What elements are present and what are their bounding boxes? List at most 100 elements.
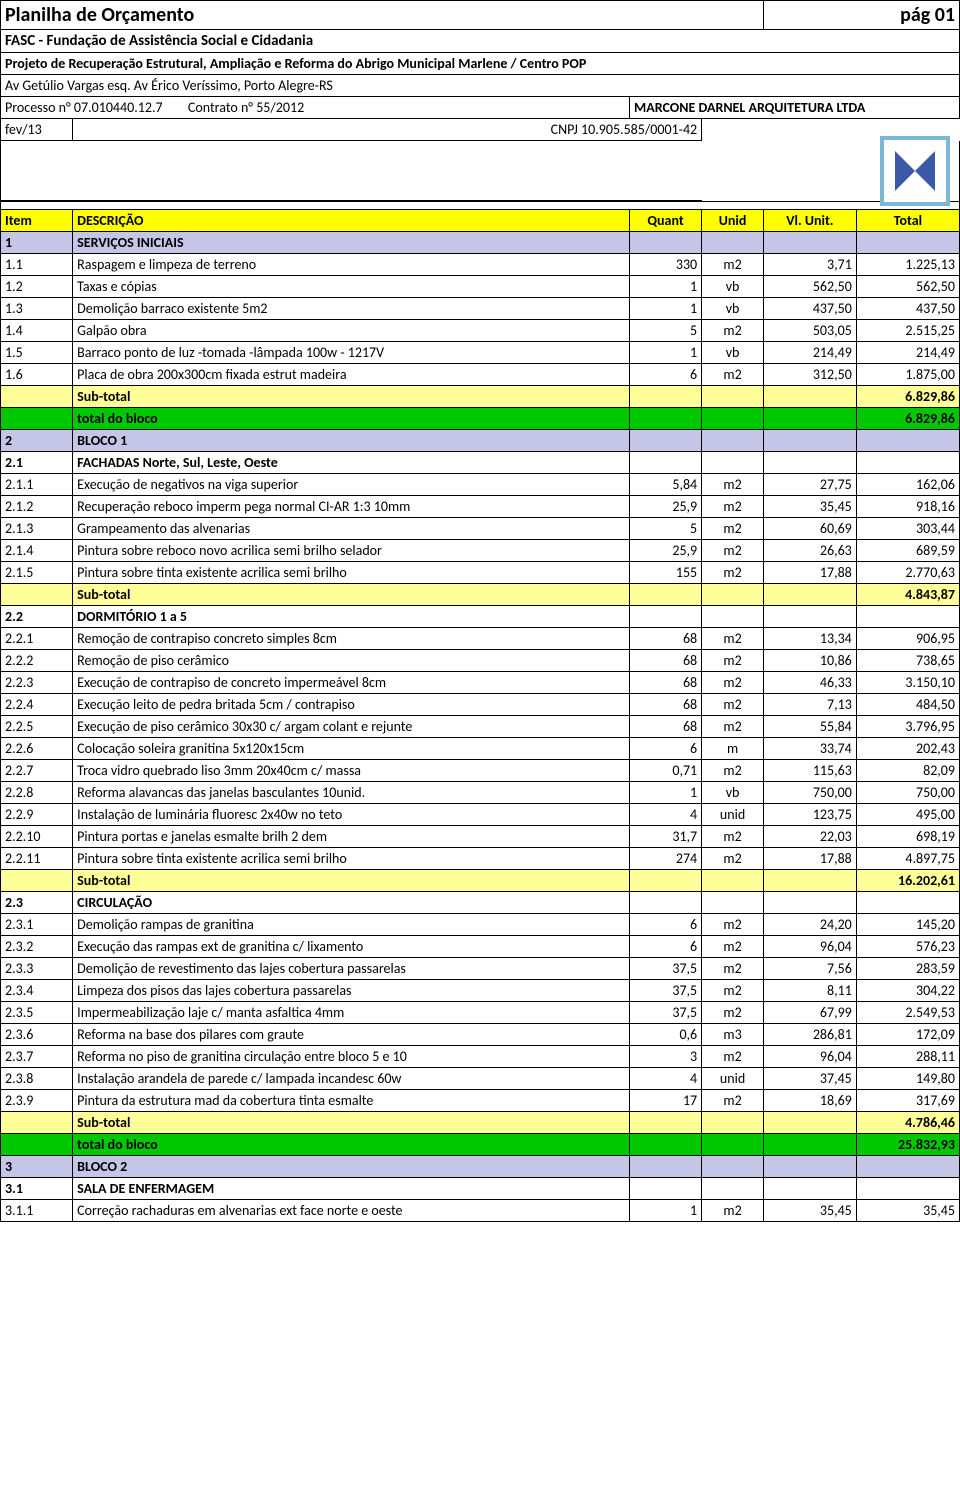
cell-item: 2.3.7 [1, 1046, 73, 1068]
cell-quant: 5,84 [629, 474, 701, 496]
cell-unid: m2 [702, 716, 764, 738]
total-bloco-label: total do bloco [73, 408, 630, 430]
cell-quant: 5 [629, 518, 701, 540]
cell-total: 1.225,13 [856, 254, 959, 276]
cell-item: 2.1.2 [1, 496, 73, 518]
table-row: 2.2.3Execução de contrapiso de concreto … [1, 672, 960, 694]
cell-desc: Reforma no piso de granitina circulação … [73, 1046, 630, 1068]
cell-total: 576,23 [856, 936, 959, 958]
cell-item: 2.2.11 [1, 848, 73, 870]
cell-desc: Recuperação reboco imperm pega normal CI… [73, 496, 630, 518]
cell-unid: m2 [702, 650, 764, 672]
cell-desc: Reforma na base dos pilares com graute [73, 1024, 630, 1046]
cell-item: 1.4 [1, 320, 73, 342]
cell-total: 2.515,25 [856, 320, 959, 342]
cell-unid: m2 [702, 320, 764, 342]
cell-quant: 6 [629, 914, 701, 936]
cell-desc: Execução leito de pedra britada 5cm / co… [73, 694, 630, 716]
table-row: 1SERVIÇOS INICIAIS [1, 232, 960, 254]
table-row: total do bloco6.829,86 [1, 408, 960, 430]
cell-total: 149,80 [856, 1068, 959, 1090]
cell-desc: Demolição de revestimento das lajes cobe… [73, 958, 630, 980]
cell-unit: 3,71 [764, 254, 857, 276]
cell-desc: Galpão obra [73, 320, 630, 342]
cell-quant: 37,5 [629, 980, 701, 1002]
cell-unid: unid [702, 1068, 764, 1090]
cell-unid: m2 [702, 254, 764, 276]
address: Av Getúlio Vargas esq. Av Érico Veríssim… [1, 75, 960, 97]
cell-total: 2.770,63 [856, 562, 959, 584]
cell-unit: 96,04 [764, 1046, 857, 1068]
table-row: Sub-total 6.829,86 [1, 386, 960, 408]
table-row: 1.2Taxas e cópias1vb562,50562,50 [1, 276, 960, 298]
cell-item: 1 [1, 232, 73, 254]
cell-quant: 25,9 [629, 496, 701, 518]
cell-unid: m [702, 738, 764, 760]
cell-unid: m2 [702, 474, 764, 496]
table-row: 2.1.1Execução de negativos na viga super… [1, 474, 960, 496]
cell-desc: DORMITÓRIO 1 a 5 [73, 606, 630, 628]
table-row: 2.3.8Instalação arandela de parede c/ la… [1, 1068, 960, 1090]
cell-total: 303,44 [856, 518, 959, 540]
cell-unid: m2 [702, 980, 764, 1002]
cell-desc: Barraco ponto de luz -tomada -lâmpada 10… [73, 342, 630, 364]
cell-quant: 17 [629, 1090, 701, 1112]
cell-total: 1.875,00 [856, 364, 959, 386]
cell-unit: 18,69 [764, 1090, 857, 1112]
table-row: 2.2.4Execução leito de pedra britada 5cm… [1, 694, 960, 716]
table-row: 2.3.9Pintura da estrutura mad da cobertu… [1, 1090, 960, 1112]
cell-desc: Demolição rampas de granitina [73, 914, 630, 936]
cell-unid: vb [702, 298, 764, 320]
cell-quant: 1 [629, 298, 701, 320]
cell-quant: 5 [629, 320, 701, 342]
table-row: 2.1.4Pintura sobre reboco novo acrilica … [1, 540, 960, 562]
cell-desc: Troca vidro quebrado liso 3mm 20x40cm c/… [73, 760, 630, 782]
cell-unit: 26,63 [764, 540, 857, 562]
cell-desc: Remoção de piso cerâmico [73, 650, 630, 672]
table-row: Sub-total4.843,87 [1, 584, 960, 606]
cell-item: 2.2.9 [1, 804, 73, 826]
cell-unid: m2 [702, 694, 764, 716]
subtotal-value: 16.202,61 [856, 870, 959, 892]
cell-quant: 37,5 [629, 958, 701, 980]
table-row: 2.3.7Reforma no piso de granitina circul… [1, 1046, 960, 1068]
table-row: 2.3.6Reforma na base dos pilares com gra… [1, 1024, 960, 1046]
subtotal-value: 6.829,86 [856, 386, 959, 408]
cell-desc: Pintura sobre tinta existente acrilica s… [73, 562, 630, 584]
cell-desc: Pintura sobre tinta existente acrilica s… [73, 848, 630, 870]
cell-item: 2.1.1 [1, 474, 73, 496]
table-row: 2.1.5Pintura sobre tinta existente acril… [1, 562, 960, 584]
cell-quant: 3 [629, 1046, 701, 1068]
cell-item: 1.2 [1, 276, 73, 298]
cell-unit: 60,69 [764, 518, 857, 540]
cell-unid: m2 [702, 914, 764, 936]
col-unit: Vl. Unit. [764, 210, 857, 232]
cell-quant: 155 [629, 562, 701, 584]
cell-quant: 31,7 [629, 826, 701, 848]
cell-desc: Reforma alavancas das janelas basculante… [73, 782, 630, 804]
cell-quant: 0,6 [629, 1024, 701, 1046]
subtotal-label: Sub-total [73, 386, 630, 408]
cell-unit: 214,49 [764, 342, 857, 364]
cell-quant: 6 [629, 364, 701, 386]
cell-item: 1.5 [1, 342, 73, 364]
cell-unid: m2 [702, 496, 764, 518]
cell-total: 214,49 [856, 342, 959, 364]
table-row: 3.1.1Correção rachaduras em alvenarias e… [1, 1200, 960, 1222]
cell-item: 2.2.3 [1, 672, 73, 694]
cell-total: 750,00 [856, 782, 959, 804]
cell-total: 82,09 [856, 760, 959, 782]
cell-desc: Impermeabilização laje c/ manta asfaltic… [73, 1002, 630, 1024]
table-row: 1.3Demolição barraco existente 5m21vb437… [1, 298, 960, 320]
cell-desc: SALA DE ENFERMAGEM [73, 1178, 630, 1200]
cell-item: 2 [1, 430, 73, 452]
cell-total: 918,16 [856, 496, 959, 518]
cell-unit: 17,88 [764, 848, 857, 870]
cell-unit: 8,11 [764, 980, 857, 1002]
cell-unit: 7,56 [764, 958, 857, 980]
cell-unid: m2 [702, 848, 764, 870]
cell-unit: 35,45 [764, 1200, 857, 1222]
cell-unit: 96,04 [764, 936, 857, 958]
table-row: 2.2.9Instalação de luminária fluoresc 2x… [1, 804, 960, 826]
doc-date: fev/13 [1, 119, 73, 141]
